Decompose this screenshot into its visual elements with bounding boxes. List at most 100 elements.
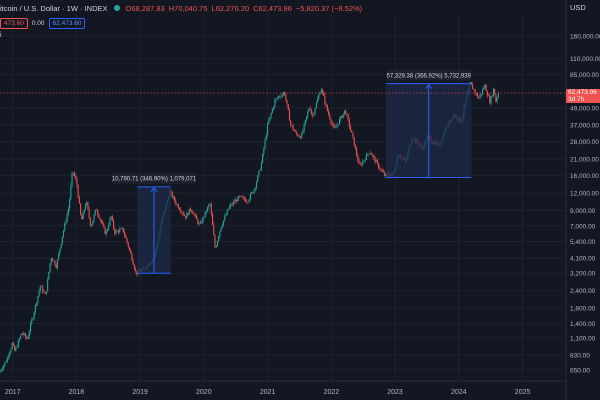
low-value: L62,276.20 [211,3,250,13]
candle [8,353,10,361]
x-tick-label: 2025 [515,389,531,396]
candle [133,263,135,271]
candle [477,92,479,99]
candle [341,115,343,119]
candle [354,143,356,151]
candle [70,183,72,201]
candle [172,194,174,201]
candle [368,153,370,157]
candle [227,208,229,211]
candle [312,111,314,119]
candle [262,153,264,164]
candle [62,229,65,239]
candle [124,229,126,238]
close-value: C62,473.96 [253,3,292,13]
candle [182,210,184,217]
candle [325,102,327,108]
candle [350,123,352,132]
candle [131,251,133,262]
y-tick-label: 830.00 [570,353,590,360]
candle [100,219,102,225]
candle [121,226,123,230]
y-tick-label: 49,000.00 [570,105,599,112]
candle [304,119,306,127]
candle [72,172,74,177]
sell-price-pill[interactable]: 473.60 [0,17,28,29]
candle [81,214,83,220]
candle [362,158,364,167]
candle [483,85,485,91]
open-value: O68,287.83 [125,3,165,13]
change-value: −5,820.37 (−8.52%) [295,3,363,13]
measure-tool-2[interactable]: 57,329.38 (366.92%) 5,732,938 [385,69,472,179]
candle [240,195,242,197]
x-tick-label: 2018 [69,389,85,396]
candle [231,202,233,207]
candle [44,291,46,294]
candle [4,362,6,367]
candle [215,245,217,248]
candle [326,104,328,112]
measure-label: 10,790.71 (346.90%) 1,079,071 [112,177,197,183]
candle [489,92,491,105]
candle [367,153,369,157]
y-tick-label: 21,000.00 [570,157,599,164]
candle [194,213,196,219]
candle [254,187,256,193]
symbol-title[interactable]: itcoin / U.S. Dollar · 1W · INDEX [0,3,108,13]
candle [382,168,385,174]
buy-price-pill[interactable]: 62,473.60 [48,17,86,29]
measure-label: 57,329.38 (366.92%) 5,732,938 [387,73,472,79]
candle [15,346,17,352]
candle [187,212,189,216]
candle [32,316,34,321]
x-tick-label: 2024 [451,389,467,396]
y-tick-label: 110,000.00 [570,56,600,63]
candle [277,96,280,101]
candle [488,93,490,97]
candle [191,209,193,214]
candle [268,117,270,125]
candle [104,226,106,235]
candle [0,368,2,373]
candle [273,106,275,112]
candle [205,208,207,215]
y-tick-label: 9,000.00 [570,208,596,215]
candle [177,202,179,210]
candle [376,157,378,166]
candle [491,94,493,98]
candle [315,101,317,109]
candle [370,152,372,155]
candle [53,260,55,263]
candle [110,216,112,221]
candle [108,222,110,231]
candle [308,106,310,113]
candle [204,211,206,219]
candle [317,95,319,103]
currency-unit-label[interactable]: USD [570,3,586,12]
candle [378,162,380,170]
candle [284,91,286,97]
candle [71,171,73,189]
candle [26,335,28,340]
measure-tool-1[interactable]: 10,790.71 (346.90%) 1,079,071 [112,172,197,274]
candle [310,108,313,116]
candle [303,122,305,134]
candle [135,266,137,274]
candle [244,197,247,202]
candle [132,258,134,266]
candle [189,207,192,213]
candle [329,112,331,121]
candle [211,212,214,226]
candle [248,198,250,204]
candle [115,229,117,236]
market-status-icon [113,5,120,11]
candle [330,118,332,126]
candle [1,366,3,372]
candle [216,240,218,247]
candle [213,221,215,236]
candle [259,168,261,172]
candle [480,93,482,98]
candle [25,332,27,340]
